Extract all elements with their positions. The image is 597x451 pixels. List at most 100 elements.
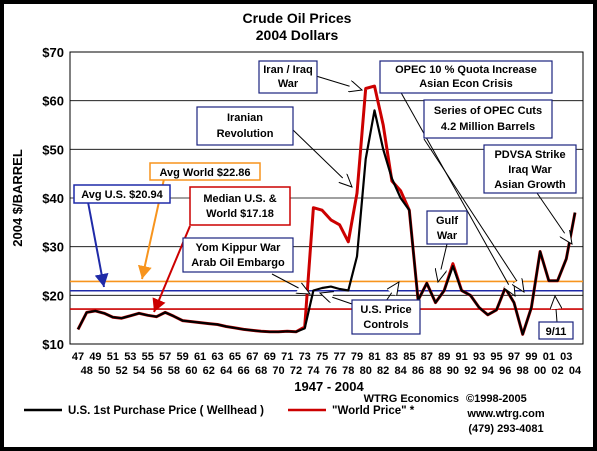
x-tick-label: 80 [360,365,372,377]
x-tick-label: 78 [342,365,354,377]
legend-label-us: U.S. 1st Purchase Price ( Wellhead ) [68,405,264,417]
x-tick-label: 77 [333,351,345,363]
annotation-iranian-revolution: Iranian Revolution [196,106,294,146]
annotation-pdvsa: PDVSA Strike Iraq War Asian Growth [483,144,577,194]
arrow-iranian-revolution [291,128,352,187]
credits-copyright: ©1998-2005 [466,393,527,405]
y-axis: $10 $20 $30 $40 $50 $60 $70 [42,45,64,352]
x-tick-label: 88 [429,365,441,377]
x-tick-label: 87 [421,351,433,363]
x-tick-label: 98 [517,365,529,377]
x-tick-label: 59 [177,351,189,363]
annotation-opec-cuts-line1: Series of OPEC Cuts [434,105,542,117]
x-tick-label: 86 [412,365,424,377]
annotation-iran-iraq: Iran / Iraq War [258,60,318,94]
x-tick-label: 55 [142,351,154,363]
x-tick-label: 91 [456,351,468,363]
annotation-iran-iraq-line1: Iran / Iraq [263,64,313,76]
arrow-nine-eleven [555,296,557,323]
x-tick-label: 65 [229,351,241,363]
annotation-median-line1: Median U.S. & [203,193,276,205]
annotation-avg-world-text: Avg World $22.86 [159,167,250,179]
y-tick-label: $40 [42,191,64,206]
x-tick-label: 58 [168,365,180,377]
annotation-yom-kippur: Yom Kippur War Arab Oil Embargo [182,237,294,273]
annotation-median: Median U.S. & World $17.18 [189,186,291,226]
annotation-yom-kippur-line2: Arab Oil Embargo [191,257,285,269]
arrow-gulf-war [438,243,448,282]
x-tick-label: 67 [246,351,258,363]
annotation-nine-eleven-text: 9/11 [546,326,567,338]
x-tick-label: 53 [124,351,136,363]
chart-frame: Crude Oil Prices 2004 Dollars $10 $20 $30 $… [4,4,593,447]
x-tick-label: 71 [281,351,293,363]
annotation-avg-us: Avg U.S. $20.94 [73,184,171,204]
crude-oil-price-chart: Crude Oil Prices 2004 Dollars $10$20$30$… [10,10,584,435]
y-axis-label: 2004 $/BARREL [10,149,25,247]
x-tick-label: 52 [115,365,127,377]
y-tick-label: $30 [42,240,64,255]
annotation-price-controls-line1: U.S. Price [360,304,411,316]
x-tick-label: 73 [299,351,311,363]
x-tick-label: 01 [543,351,555,363]
annotation-avg-world: Avg World $22.86 [149,162,261,181]
x-tick-label: 93 [473,351,485,363]
annotation-opec-quota-line2: Asian Econ Crisis [419,78,513,90]
x-tick-label: 04 [569,365,582,377]
arrow-yom-kippur [271,273,310,294]
x-tick-label: 84 [394,365,407,377]
legend: U.S. 1st Purchase Price ( Wellhead ) "Wo… [24,405,415,417]
x-tick-label: 81 [368,351,380,363]
annotation-gulf-war: Gulf War [426,210,468,245]
credits-company: WTRG Economics [364,393,459,405]
annotation-opec-cuts: Series of OPEC Cuts 4.2 Million Barrels [423,99,553,139]
x-tick-label: 66 [238,365,250,377]
annotation-iranian-revolution-line2: Revolution [217,128,274,140]
annotation-opec-cuts-line2: 4.2 Million Barrels [441,121,535,133]
x-tick-label: 82 [377,365,389,377]
x-tick-label: 92 [464,365,476,377]
annotation-arrows [271,75,572,323]
x-tick-label: 94 [482,365,495,377]
y-tick-label: $70 [42,45,64,60]
series-line-us-wellhead [77,109,577,336]
x-tick-label: 51 [107,351,119,363]
y-tick-label: $10 [42,337,64,352]
annotation-opec-quota-line1: OPEC 10 % Quota Increase [395,64,537,76]
credits: WTRG Economics ©1998-2005 www.wtrg.com (… [364,393,545,435]
x-tick-label: 72 [290,365,302,377]
credits-website: www.wtrg.com [466,408,544,420]
annotation-opec-quota: OPEC 10 % Quota Increase Asian Econ Cris… [379,60,553,94]
x-tick-label: 49 [89,351,101,363]
arrow-iran-iraq [315,75,362,90]
x-tick-label: 99 [525,351,537,363]
x-tick-label: 64 [220,365,233,377]
y-tick-label: $60 [42,94,64,109]
x-tick-label: 62 [203,365,215,377]
arrow-avg-us [87,201,109,288]
x-tick-label: 68 [255,365,267,377]
x-tick-label: 57 [159,351,171,363]
annotation-nine-eleven: 9/11 [538,321,574,340]
x-tick-label: 70 [272,365,284,377]
chart-title: Crude Oil Prices [243,10,352,26]
x-tick-label: 03 [560,351,572,363]
x-axis-label: 1947 - 2004 [294,379,364,394]
x-tick-label: 63 [211,351,223,363]
annotation-yom-kippur-line1: Yom Kippur War [196,242,282,254]
annotation-pdvsa-line1: PDVSA Strike [494,149,565,161]
x-tick-label: 85 [403,351,415,363]
x-tick-label: 97 [508,351,520,363]
x-tick-label: 47 [72,351,84,363]
x-axis: 47 49 51 53 55 57 59 61 63 65 67 69 71 73 75 77 79 81 83 85… [72,351,582,377]
x-tick-label: 48 [81,365,93,377]
annotation-gulf-war-line2: War [437,230,458,242]
x-tick-label: 02 [551,365,563,377]
chart-subtitle: 2004 Dollars [256,27,339,43]
annotation-median-line2: World $17.18 [206,208,274,220]
x-tick-label: 74 [307,365,320,377]
x-tick-label: 60 [185,365,197,377]
x-tick-label: 00 [534,365,546,377]
x-tick-label: 76 [325,365,337,377]
legend-label-world: "World Price" * [332,405,415,417]
